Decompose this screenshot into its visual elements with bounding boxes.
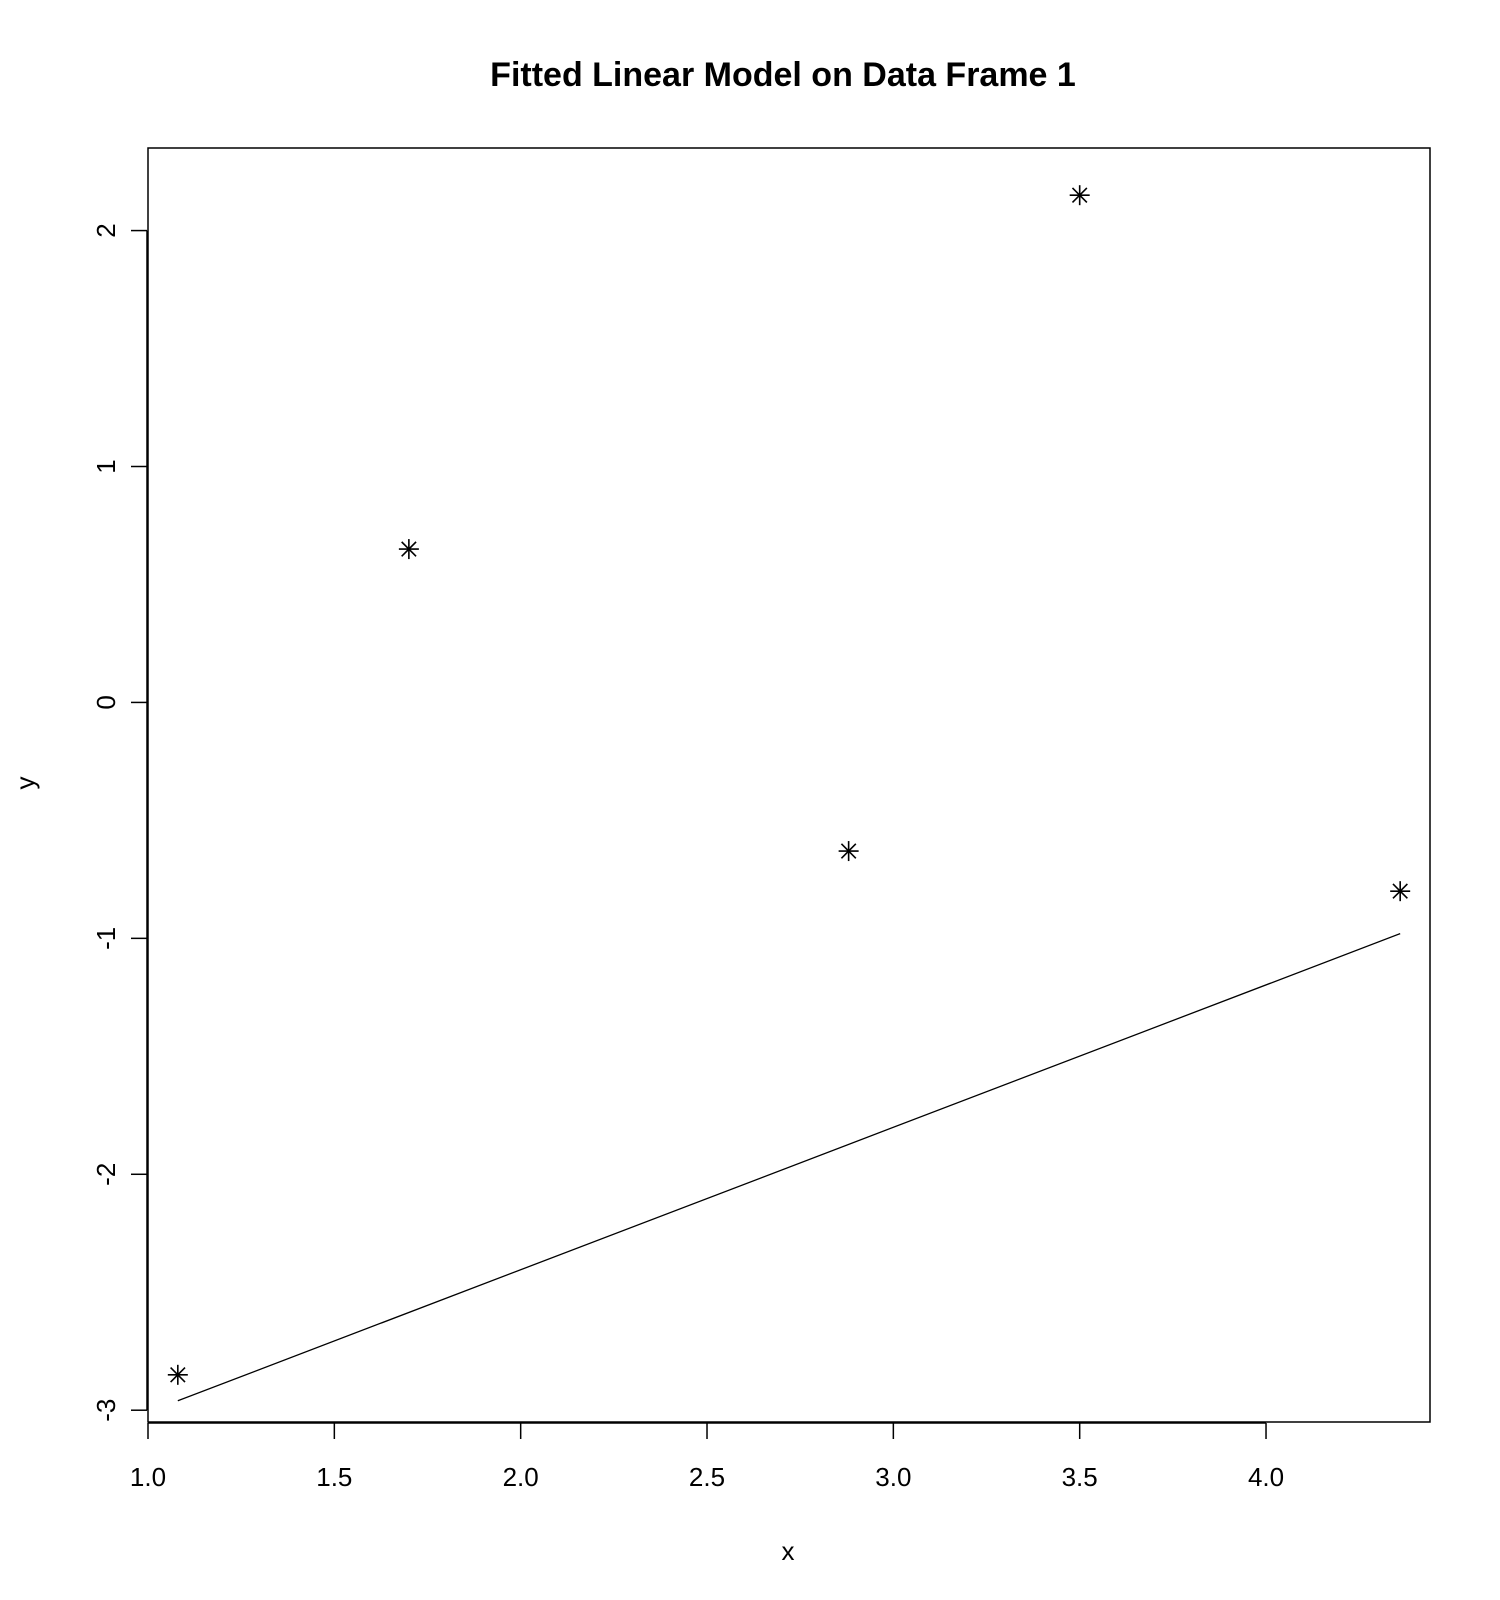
x-tick-label: 4.0	[1248, 1462, 1284, 1492]
data-point	[1069, 185, 1090, 206]
chart-title: Fitted Linear Model on Data Frame 1	[490, 56, 1076, 94]
x-tick-label: 1.5	[316, 1462, 352, 1492]
x-tick-label: 1.0	[130, 1462, 166, 1492]
y-tick-label: 1	[91, 459, 121, 473]
y-axis-label: y	[10, 777, 40, 790]
x-axis: 1.0 1.5 2.0 2.5 3.0 3.5 4.0	[130, 1422, 1284, 1492]
data-point	[1390, 881, 1411, 902]
y-tick-label: -3	[91, 1399, 121, 1422]
data-point	[398, 539, 419, 560]
x-tick-label: 3.5	[1062, 1462, 1098, 1492]
plot-area-frame	[147, 147, 1431, 1423]
fitted-regression-line	[177, 933, 1401, 1402]
data-point	[838, 841, 859, 862]
data-point	[167, 1364, 188, 1385]
x-tick-label: 2.0	[503, 1462, 539, 1492]
data-points-layer	[167, 185, 1411, 1385]
x-tick-label: 2.5	[689, 1462, 725, 1492]
fit-line-layer	[177, 933, 1401, 1402]
x-tick-label: 3.0	[875, 1462, 911, 1492]
y-tick-label: 0	[91, 695, 121, 709]
y-axis: -3 -2 -1 0 1 2	[91, 223, 148, 1422]
y-tick-label: -1	[91, 927, 121, 950]
y-tick-label: 2	[91, 223, 121, 237]
y-tick-label: -2	[91, 1163, 121, 1186]
x-axis-label: x	[782, 1536, 795, 1566]
